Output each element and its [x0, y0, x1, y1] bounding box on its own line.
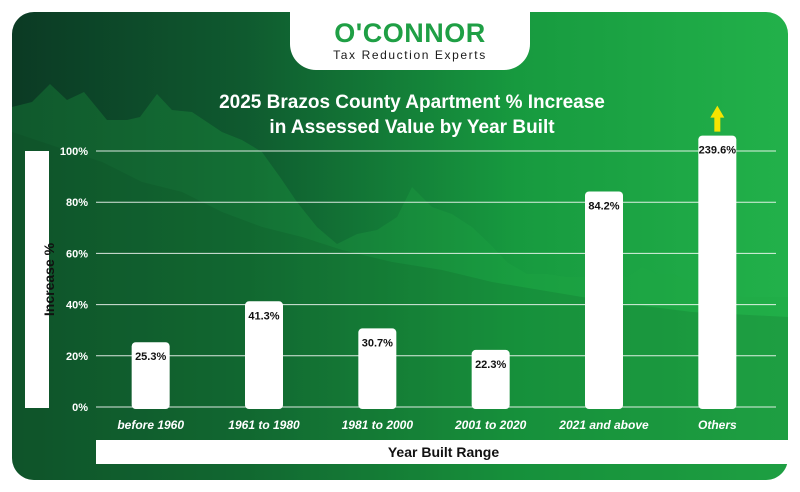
bar-value-label: 239.6% [699, 145, 737, 157]
x-tick-label: 2001 to 2020 [454, 418, 527, 432]
y-tick-label: 40% [66, 300, 88, 312]
bar [471, 349, 510, 409]
bar-value-label: 25.3% [135, 351, 166, 363]
bar-value-label: 84.2% [588, 200, 619, 212]
bar [245, 301, 283, 409]
up-arrow-icon [710, 105, 725, 132]
bar [698, 135, 737, 409]
bar [358, 328, 397, 409]
y-tick-label: 100% [60, 146, 88, 158]
chart-title-line-2: in Assessed Value by Year Built [269, 117, 555, 138]
bar [585, 191, 623, 409]
brand-name: O'CONNOR [334, 18, 486, 48]
chart-title: 2025 Brazos County Apartment % Increase … [132, 90, 692, 140]
brand-tagline: Tax Reduction Experts [333, 48, 487, 62]
y-tick-label: 20% [66, 351, 88, 363]
chart-title-line-1: 2025 Brazos County Apartment % Increase [219, 92, 605, 113]
x-tick-label: before 1960 [117, 418, 184, 432]
y-tick-label: 80% [66, 197, 88, 209]
x-axis-label: Year Built Range [96, 440, 791, 464]
bar-value-label: 41.3% [248, 310, 279, 322]
y-tick-label: 0% [72, 402, 88, 414]
x-tick-label: 1981 to 2000 [342, 418, 414, 432]
bar-value-label: 30.7% [362, 337, 393, 349]
y-axis-label-box: Increase % [25, 151, 57, 408]
y-tick-label: 60% [66, 248, 88, 260]
x-tick-label: 1961 to 1980 [228, 418, 300, 432]
bar-value-label: 22.3% [475, 359, 506, 371]
x-tick-label: Others [698, 418, 737, 432]
bar [131, 342, 170, 409]
x-tick-label: 2021 and above [558, 418, 649, 432]
logo: O'CONNOR Tax Reduction Experts [290, 12, 530, 70]
